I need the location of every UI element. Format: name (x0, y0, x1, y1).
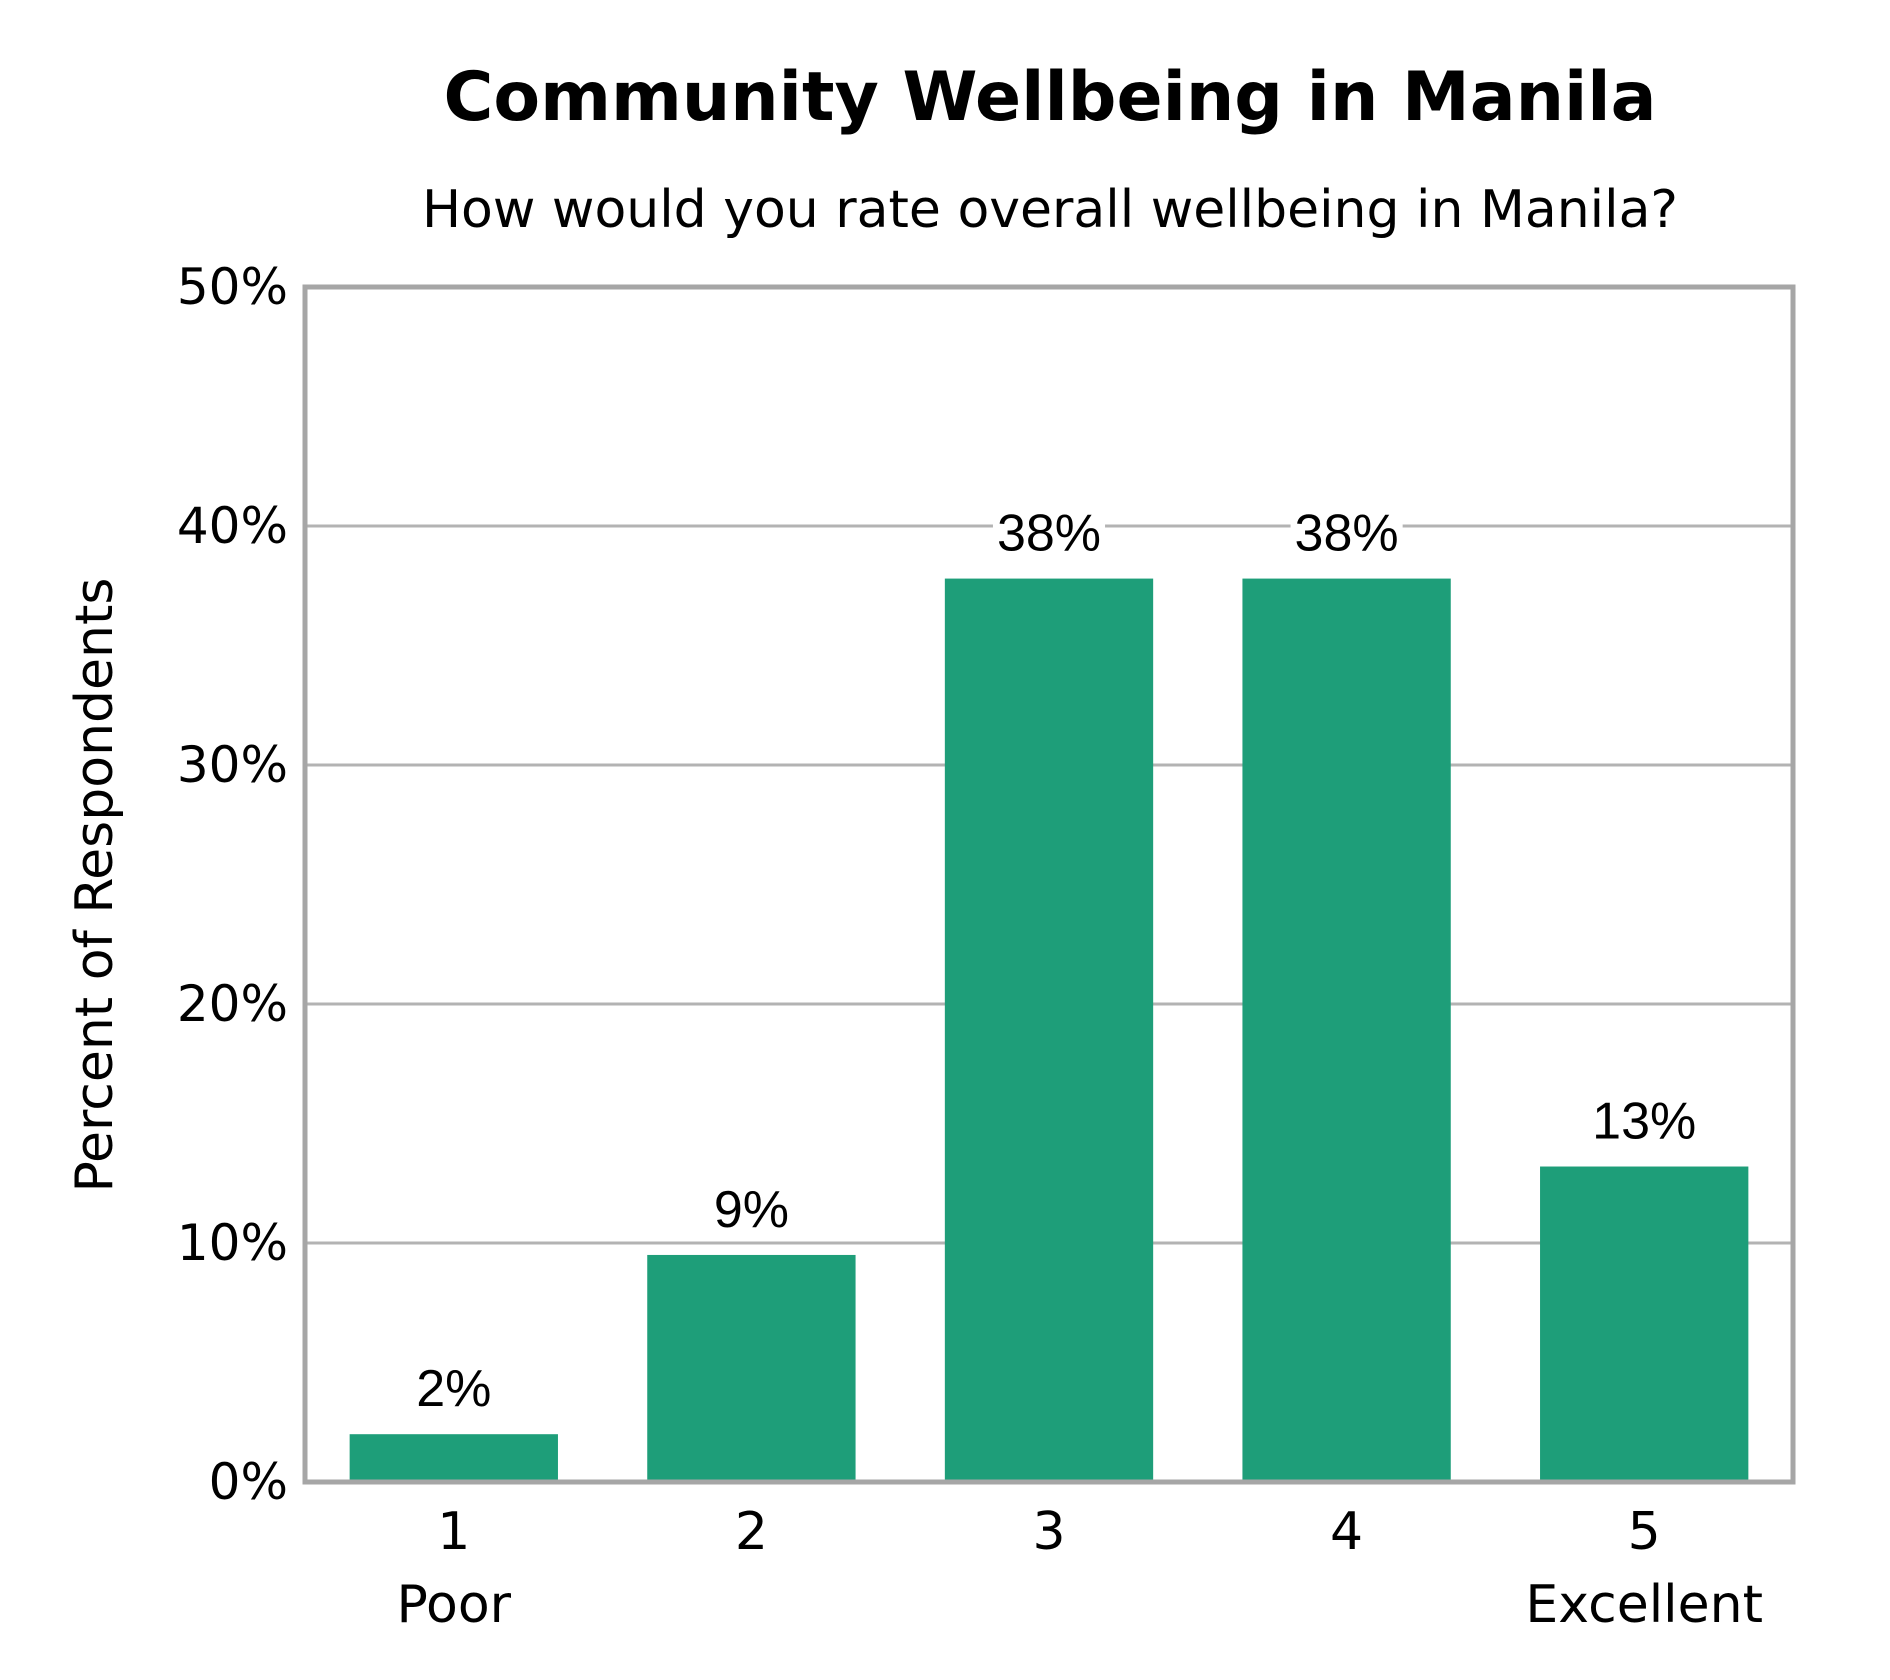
data-label: 13% (1592, 1093, 1696, 1151)
x-tick-sublabel: Excellent (1525, 1575, 1763, 1635)
y-tick-label: 0% (209, 1453, 288, 1511)
data-label-background (1588, 1096, 1701, 1147)
data-label: 38% (1295, 505, 1399, 563)
bar-5 (1540, 1166, 1749, 1482)
plot-frame (302, 284, 1796, 1485)
bars (349, 578, 1749, 1482)
data-label: 38% (997, 505, 1101, 563)
x-tick-label: 5 (1628, 1502, 1661, 1562)
y-tick-label: 40% (177, 497, 288, 555)
y-axis-label: Percent of Respondents (65, 578, 125, 1193)
bar-4 (1242, 578, 1451, 1482)
y-tick-label: 30% (177, 736, 288, 794)
y-axis-ticks: 0% 10% 20% 30% 40% 50% (177, 258, 288, 1511)
x-tick-label: 3 (1032, 1502, 1065, 1562)
chart-title: Community Wellbeing in Manila (443, 58, 1656, 137)
x-tick-label: 4 (1330, 1502, 1363, 1562)
data-label: 2% (416, 1360, 491, 1418)
data-labels: 2% 9% 38% 38% 13% (412, 505, 1701, 1418)
bar-2 (647, 1254, 856, 1482)
data-label: 9% (714, 1181, 789, 1239)
x-axis-ticks: 1 Poor 2 3 4 5 Excellent (397, 1502, 1763, 1635)
bar-3 (944, 578, 1154, 1482)
chart-subtitle: How would you rate overall wellbeing in … (422, 180, 1678, 240)
data-label-background (1290, 508, 1403, 559)
data-label-background (992, 508, 1106, 559)
y-tick-label: 50% (177, 258, 288, 316)
x-tick-label: 1 (437, 1502, 470, 1562)
data-label-background (412, 1364, 496, 1415)
data-label-background (709, 1184, 793, 1235)
y-tick-label: 20% (177, 975, 288, 1033)
x-tick-sublabel: Poor (397, 1575, 512, 1635)
x-tick-label: 2 (735, 1502, 768, 1562)
y-tick-label: 10% (177, 1214, 288, 1272)
bar-1 (349, 1434, 558, 1482)
